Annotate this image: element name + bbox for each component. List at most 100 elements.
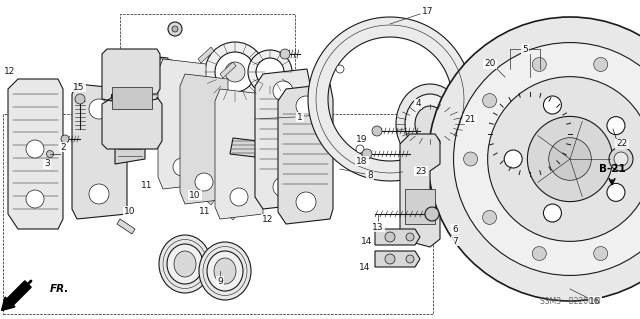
Ellipse shape	[415, 106, 445, 142]
Text: 14: 14	[359, 263, 371, 271]
Circle shape	[280, 49, 290, 59]
Circle shape	[527, 116, 612, 202]
Polygon shape	[115, 119, 145, 164]
Ellipse shape	[159, 235, 211, 293]
Circle shape	[336, 65, 344, 73]
Circle shape	[256, 58, 284, 86]
Circle shape	[89, 184, 109, 204]
Circle shape	[607, 117, 625, 135]
Circle shape	[195, 173, 213, 191]
Ellipse shape	[396, 84, 464, 164]
Text: 16: 16	[589, 296, 601, 306]
Polygon shape	[220, 204, 236, 220]
Ellipse shape	[451, 112, 485, 150]
Circle shape	[488, 77, 640, 241]
Polygon shape	[158, 59, 206, 189]
Text: 13: 13	[372, 222, 384, 232]
Text: 20: 20	[484, 60, 496, 69]
Circle shape	[594, 247, 608, 261]
Circle shape	[119, 113, 141, 135]
Text: 12: 12	[262, 214, 274, 224]
Circle shape	[425, 207, 439, 221]
Polygon shape	[215, 89, 263, 219]
Text: B-21: B-21	[598, 164, 625, 174]
Circle shape	[463, 152, 477, 166]
Circle shape	[532, 57, 547, 71]
Circle shape	[280, 79, 290, 89]
Circle shape	[26, 140, 44, 158]
Circle shape	[406, 255, 414, 263]
Circle shape	[502, 106, 558, 162]
Circle shape	[609, 147, 633, 171]
Circle shape	[273, 177, 293, 197]
Circle shape	[385, 254, 395, 264]
FancyArrow shape	[1, 281, 31, 310]
Circle shape	[205, 42, 265, 102]
Polygon shape	[112, 87, 152, 109]
Text: 11: 11	[141, 182, 153, 190]
Circle shape	[75, 94, 85, 104]
Circle shape	[607, 183, 625, 201]
Text: 11: 11	[199, 206, 211, 216]
Circle shape	[296, 192, 316, 212]
Text: 21: 21	[464, 115, 476, 123]
Text: 10: 10	[124, 206, 136, 216]
Circle shape	[483, 93, 497, 108]
Ellipse shape	[174, 251, 196, 277]
Circle shape	[428, 17, 640, 301]
Circle shape	[273, 81, 293, 101]
Circle shape	[543, 204, 561, 222]
Circle shape	[454, 42, 640, 275]
Circle shape	[168, 22, 182, 36]
Text: 22: 22	[616, 139, 628, 149]
Circle shape	[89, 99, 109, 119]
Polygon shape	[308, 17, 472, 181]
Text: 12: 12	[4, 66, 16, 76]
Circle shape	[26, 190, 44, 208]
Circle shape	[225, 62, 245, 82]
Circle shape	[406, 233, 414, 241]
Circle shape	[594, 57, 608, 71]
Circle shape	[173, 158, 191, 176]
Circle shape	[490, 94, 570, 174]
Polygon shape	[136, 56, 172, 113]
Polygon shape	[255, 69, 310, 209]
Polygon shape	[130, 54, 168, 109]
Circle shape	[414, 158, 426, 170]
Polygon shape	[220, 62, 236, 78]
Circle shape	[356, 145, 364, 153]
Text: 5: 5	[522, 44, 528, 54]
Text: 2: 2	[60, 143, 66, 152]
Circle shape	[248, 50, 292, 94]
Text: 15: 15	[73, 83, 84, 92]
Polygon shape	[198, 47, 214, 63]
Polygon shape	[400, 134, 440, 247]
Polygon shape	[375, 251, 420, 267]
Text: 7: 7	[452, 236, 458, 246]
Text: 17: 17	[422, 8, 434, 17]
Text: 9: 9	[217, 277, 223, 286]
Circle shape	[515, 119, 545, 149]
Text: 10: 10	[189, 190, 201, 199]
Text: 14: 14	[362, 236, 372, 246]
Text: 3: 3	[44, 160, 50, 168]
Text: 23: 23	[415, 167, 427, 175]
Circle shape	[614, 152, 628, 166]
Circle shape	[47, 151, 54, 158]
Text: 19: 19	[356, 135, 368, 144]
Circle shape	[118, 62, 142, 86]
Polygon shape	[198, 189, 214, 205]
Ellipse shape	[167, 244, 203, 284]
Circle shape	[372, 126, 382, 136]
Text: FR.: FR.	[50, 284, 69, 294]
Circle shape	[112, 106, 148, 142]
Polygon shape	[117, 219, 135, 234]
Polygon shape	[375, 229, 420, 245]
Text: S3M3 - B2200 B: S3M3 - B2200 B	[540, 296, 600, 306]
Text: 4: 4	[415, 100, 421, 108]
Circle shape	[296, 96, 316, 116]
Circle shape	[504, 150, 522, 168]
Ellipse shape	[405, 94, 455, 154]
Polygon shape	[112, 74, 137, 94]
Polygon shape	[420, 167, 455, 199]
